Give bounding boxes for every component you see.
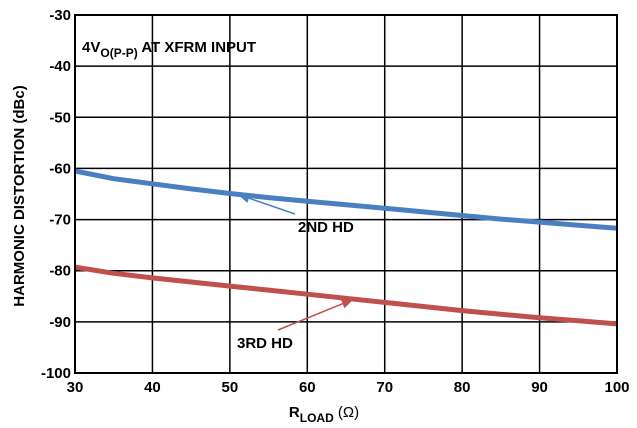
series-label-3rd-hd: 3RD HD — [237, 335, 293, 352]
x-axis-title: RLOAD (Ω) — [289, 404, 359, 425]
series-layer — [74, 168, 618, 327]
x-axis-title-unit: (Ω) — [334, 404, 359, 421]
x-tick-label: 50 — [222, 379, 239, 396]
y-tick-label: -100 — [41, 365, 71, 382]
x-axis-title-main: R — [289, 404, 300, 421]
label-arrow-shaft — [277, 302, 343, 331]
label-arrow-head — [340, 299, 354, 309]
y-axis-title: HARMONIC DISTORTION (dBc) — [11, 85, 28, 306]
x-axis-title-sub: LOAD — [300, 411, 334, 425]
x-tick-label: 70 — [376, 379, 393, 396]
series-labels: 2ND HD 3RD HD — [237, 219, 354, 352]
annotation-sub: O(P-P) — [100, 46, 137, 60]
x-tick-label: 40 — [144, 379, 161, 396]
y-tick-label: -90 — [49, 314, 71, 331]
y-tick-label: -70 — [49, 212, 71, 229]
x-tick-label: 80 — [454, 379, 471, 396]
y-tick-label: -60 — [49, 160, 71, 177]
x-tick-label: 60 — [299, 379, 316, 396]
annotation-rest: AT XFRM INPUT — [138, 39, 256, 56]
plot-frame — [74, 14, 618, 374]
arrow-layer — [237, 193, 354, 331]
annotation-main: 4V — [82, 39, 100, 56]
x-tick-label: 90 — [531, 379, 548, 396]
tick-labels: 30 40 50 60 70 80 90 100 -30 -40 -50 -60 -70 -80 -90 -1… — [41, 7, 630, 396]
y-tick-label: -80 — [49, 263, 71, 280]
label-arrow-shaft — [248, 197, 296, 215]
y-tick-label: -40 — [49, 58, 71, 75]
series-line-3rd-hd — [74, 264, 618, 327]
series-line-2nd-hd — [74, 168, 618, 231]
x-tick-label: 30 — [67, 379, 84, 396]
label-arrow-head — [237, 193, 251, 203]
series-label-2nd-hd: 2ND HD — [298, 219, 354, 236]
y-tick-label: -30 — [49, 7, 71, 24]
y-tick-label: -50 — [49, 109, 71, 126]
x-tick-label: 100 — [604, 379, 629, 396]
condition-annotation: 4VO(P-P) AT XFRM INPUT — [82, 39, 256, 60]
